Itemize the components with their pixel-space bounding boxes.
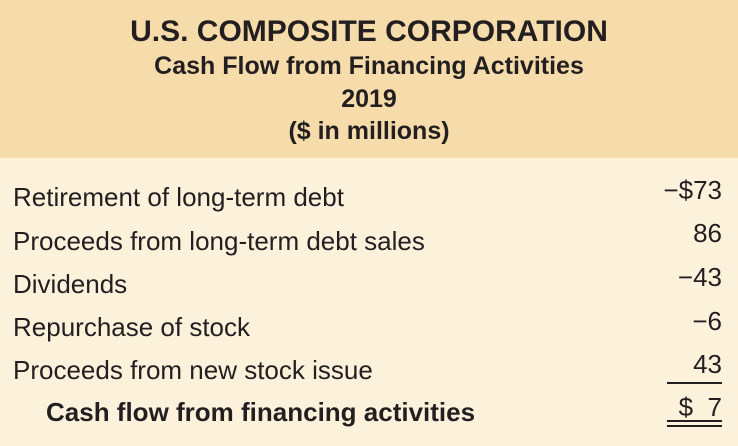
sum-rule (667, 382, 722, 384)
row-label: Dividends (13, 269, 128, 299)
row-label: Retirement of long-term debt (13, 182, 344, 212)
row-label: Repurchase of stock (13, 312, 251, 342)
company-name: U.S. COMPOSITE CORPORATION (130, 15, 608, 48)
total-double-rule-top (667, 420, 722, 422)
total-row: Cash flow from financing activities $ 7 (0, 392, 738, 437)
table-row: Dividends −43 (0, 262, 738, 309)
statement-year: 2019 (341, 85, 397, 113)
table-row: Retirement of long-term debt −$73 (0, 175, 738, 222)
row-label: Proceeds from long-term debt sales (13, 226, 425, 256)
row-amount: −6 (692, 306, 722, 336)
row-label: Proceeds from new stock issue (13, 355, 373, 385)
statement-header: U.S. COMPOSITE CORPORATION Cash Flow fro… (0, 0, 738, 158)
row-amount: 86 (693, 218, 722, 248)
row-amount: −$73 (663, 175, 722, 205)
row-amount: 43 (693, 349, 722, 379)
table-row: Proceeds from new stock issue 43 (0, 349, 738, 395)
total-label: Cash flow from financing activities (46, 397, 476, 427)
table-row: Repurchase of stock −6 (0, 306, 738, 352)
statement-title: Cash Flow from Financing Activities (154, 52, 584, 80)
total-double-rule-bottom (667, 425, 722, 427)
table-row: Proceeds from long-term debt sales 86 (0, 218, 738, 266)
row-amount: −43 (677, 262, 722, 292)
total-amount: $ 7 (678, 392, 722, 422)
units-note: ($ in millions) (288, 117, 450, 145)
